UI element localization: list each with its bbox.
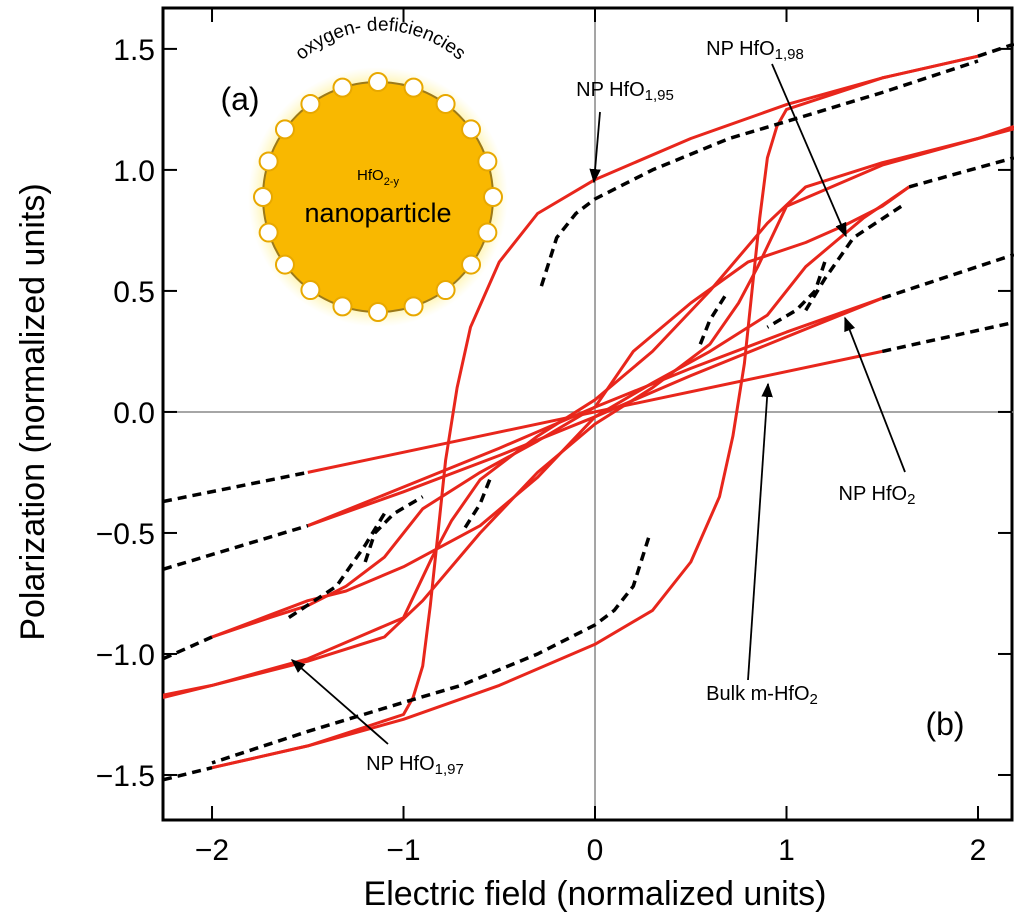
vacancies [253, 72, 503, 322]
annotation: NP HfO1,97 [366, 753, 464, 778]
annotation-sub: 1,98 [775, 46, 804, 63]
vacancy [300, 93, 321, 114]
formula-sub: 2-y [384, 176, 400, 188]
x-tick-label: 2 [970, 834, 987, 867]
hysteresis-curve [211, 54, 979, 770]
dashed-curve [908, 156, 1014, 189]
annotation-sub: 1,95 [645, 87, 674, 104]
vacancy [300, 280, 321, 301]
annotation-arrow [290, 659, 389, 745]
dashed-curve [163, 766, 213, 782]
vacancy [403, 296, 424, 317]
annotation: Bulk m-HfO2 [706, 683, 818, 708]
hysteresis-curve [163, 124, 1014, 697]
annotation-text: NP HfO [366, 753, 435, 775]
annotation-arrow [747, 382, 773, 681]
x-tick-label: −1 [386, 834, 420, 867]
annotation-text: Bulk m-HfO [706, 683, 809, 705]
y-tick-label: −1.5 [96, 760, 155, 793]
vacancy [332, 77, 353, 98]
annotation-arrow [844, 316, 906, 473]
dashed-curve [977, 42, 1014, 58]
y-tick-label: 0.0 [113, 397, 155, 430]
plot-area [163, 8, 1014, 820]
x-tick-label: 1 [778, 834, 795, 867]
panel-label: (a) [220, 81, 259, 117]
dashed-curve [163, 524, 309, 571]
annotation: NP HfO1,98 [706, 38, 804, 63]
vacancy [258, 151, 279, 172]
vacancy [461, 119, 482, 140]
vacancy [368, 72, 388, 92]
inset-formula: HfO2-y [357, 167, 399, 188]
hysteresis-curve [307, 349, 883, 474]
hysteresis-curve [211, 185, 910, 639]
dashed-curve [766, 261, 827, 329]
dashed-curve [163, 635, 213, 661]
vacancy [332, 296, 353, 317]
y-tick-label: 1.5 [113, 34, 155, 67]
vacancy [258, 222, 279, 243]
nanoparticle-circle [262, 81, 494, 313]
annotation-arrow [589, 111, 601, 184]
hysteresis-curve [211, 54, 979, 770]
annotation-sub: 1,97 [435, 761, 464, 778]
vacancy [435, 93, 456, 114]
dashed-curve [804, 204, 903, 312]
y-tick-label: −0.5 [96, 518, 155, 551]
dashed-curve [463, 479, 492, 530]
annotation-sub: 2 [907, 491, 915, 508]
vacancy [253, 187, 273, 207]
inset: oxygen- deficiencies HfO2-y nanoparticle [248, 14, 508, 327]
x-axis-label: Electric field (normalized units) [364, 875, 827, 913]
annotation-text: NP HfO [706, 38, 775, 60]
vacancy [274, 254, 295, 275]
y-axis-label: Polarization (normalized units) [14, 183, 52, 640]
dashed-curve [539, 59, 979, 287]
vacancy [483, 187, 503, 207]
x-tick-label: 0 [587, 834, 604, 867]
panel-label: (b) [925, 706, 964, 742]
vacancy [461, 254, 482, 275]
hysteresis-curve [163, 127, 1014, 699]
dashed-curve [698, 294, 727, 345]
vacancy [435, 280, 456, 301]
dashed-curve [881, 252, 1014, 300]
inset-arc-text: oxygen- deficiencies [291, 14, 469, 64]
dashed-curve [211, 537, 651, 765]
annotation-arrow [771, 63, 847, 238]
vacancy [403, 77, 424, 98]
y-tick-label: −1.0 [96, 639, 155, 672]
inset-label: nanoparticle [304, 198, 451, 228]
plot-frame [161, 6, 1014, 822]
dashed-curve [363, 495, 424, 563]
y-tick-label: 0.5 [113, 276, 155, 309]
arc-text: oxygen- deficiencies [291, 14, 469, 64]
vacancy [274, 119, 295, 140]
annotation-text: NP HfO [839, 483, 908, 505]
annotation-text: NP HfO [576, 79, 645, 101]
y-tick-label: 1.0 [113, 155, 155, 188]
x-tick-label: −2 [195, 834, 229, 867]
vacancy [477, 151, 498, 172]
formula: HfO [357, 167, 384, 184]
dashed-curve [287, 512, 386, 620]
annotation: NP HfO2 [839, 483, 916, 508]
annotation-sub: 2 [810, 691, 818, 708]
vacancy [477, 222, 498, 243]
dashed-curve [163, 470, 309, 504]
vacancy [368, 302, 388, 322]
annotation: NP HfO1,95 [576, 79, 674, 104]
dashed-curve [881, 320, 1014, 354]
